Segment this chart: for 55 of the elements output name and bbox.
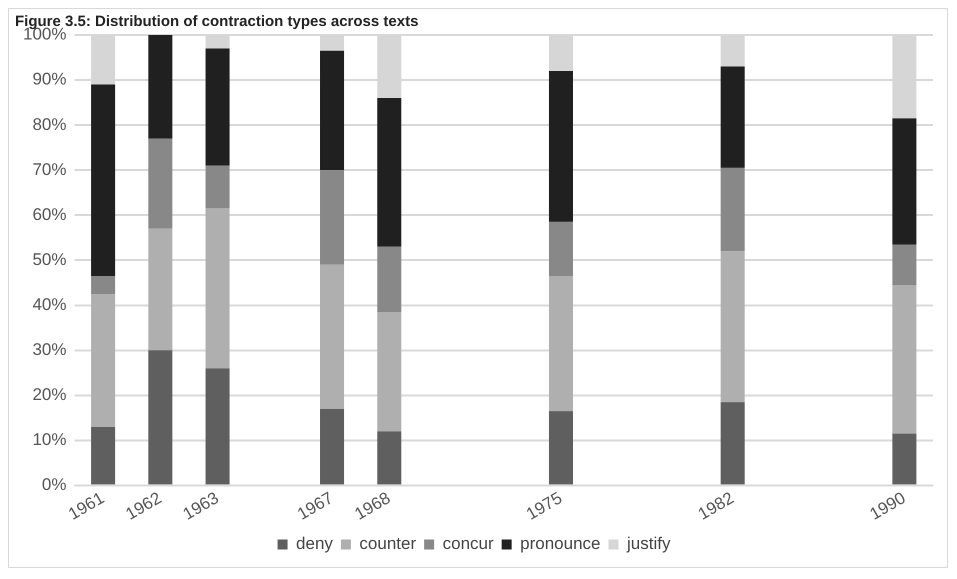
bar (91, 426, 116, 484)
bar (720, 251, 745, 402)
bar (320, 170, 344, 265)
y-tick-label: 0% (42, 475, 66, 494)
x-tick-label: 1982 (694, 488, 738, 524)
x-tick-label: 1961 (65, 488, 108, 524)
bar (148, 138, 172, 229)
bar (720, 402, 745, 484)
x-tick-label: 1975 (523, 488, 566, 524)
y-tick-label: 10% (32, 430, 66, 450)
bar (377, 246, 402, 312)
bar (548, 276, 573, 412)
bar (91, 84, 116, 276)
bar (91, 276, 116, 294)
bar (206, 368, 230, 484)
y-tick-label: 70% (32, 160, 66, 179)
bar (720, 66, 745, 168)
bar (548, 222, 573, 276)
bar (892, 284, 916, 434)
bar (720, 168, 745, 252)
y-tick-label: 50% (32, 250, 66, 269)
legend-label: deny (296, 534, 334, 554)
y-tick-label: 80% (32, 114, 66, 134)
y-tick-label: 30% (32, 340, 66, 359)
x-tick-label: 1962 (122, 488, 165, 524)
bar (148, 350, 172, 484)
legend-label: pronounce (520, 534, 600, 554)
bar (206, 208, 230, 368)
bar (892, 244, 916, 285)
y-tick-label: 20% (32, 385, 66, 404)
legend-label: concur (442, 534, 494, 554)
y-tick-label: 60% (32, 204, 66, 224)
x-tick-label: 1967 (294, 488, 336, 524)
y-tick-label: 90% (32, 70, 66, 89)
bar (148, 35, 172, 139)
legend-label: justify (626, 534, 671, 554)
bar (148, 228, 172, 350)
y-tick-label: 40% (32, 294, 66, 314)
x-tick-label: 1963 (180, 488, 222, 524)
bar (377, 431, 402, 484)
bar (548, 411, 573, 484)
bar (206, 166, 230, 208)
x-tick-label: 1968 (351, 488, 394, 524)
bar (206, 48, 230, 166)
bar (892, 434, 916, 484)
x-tick-label: 1990 (866, 488, 909, 524)
bar (320, 50, 344, 170)
bar (320, 408, 344, 484)
bar (91, 294, 116, 427)
bar (892, 118, 916, 244)
bar (320, 264, 344, 409)
bar (377, 312, 402, 432)
bar (377, 98, 402, 247)
legend-label: counter (359, 534, 416, 554)
bar (548, 71, 573, 222)
